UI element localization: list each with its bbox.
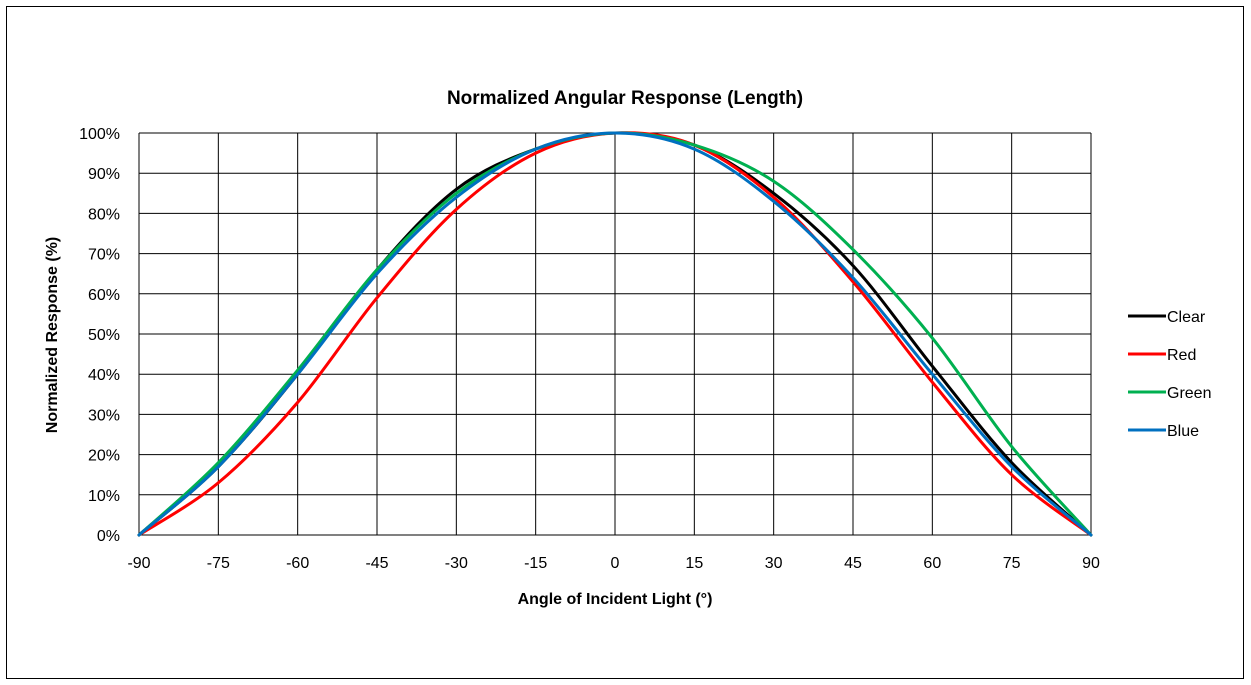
legend-label: Blue (1167, 423, 1199, 440)
legend-item-blue: Blue (1128, 423, 1199, 440)
y-tick-label: 40% (88, 367, 120, 384)
legend-item-green: Green (1128, 385, 1211, 402)
y-tick-label: 20% (88, 448, 120, 465)
legend: Clear Red Green Blue (1128, 309, 1211, 440)
x-tick-label: 60 (923, 555, 941, 572)
legend-label: Green (1167, 385, 1211, 402)
chart-title: Normalized Angular Response (Length) (447, 88, 803, 109)
x-tick-label: 0 (611, 555, 620, 572)
x-tick-label: -75 (207, 555, 230, 572)
y-axis-title: Normalized Response (%) (44, 237, 61, 433)
legend-item-red: Red (1128, 347, 1196, 364)
x-tick-label: -15 (524, 555, 547, 572)
y-tick-label: 50% (88, 327, 120, 344)
legend-item-clear: Clear (1128, 309, 1206, 326)
x-tick-label: -90 (127, 555, 150, 572)
y-axis-ticks: 0% 10% 20% 30% 40% 50% 60% 70% 80% 90% 100% (79, 126, 120, 545)
x-tick-label: 75 (1003, 555, 1021, 572)
x-tick-label: -60 (286, 555, 309, 572)
chart-frame (6, 6, 1244, 679)
x-axis-title: Angle of Incident Light (°) (518, 591, 713, 608)
series-lines (137, 131, 1093, 537)
grid-lines (138, 132, 1092, 536)
y-tick-label: 0% (97, 528, 120, 545)
x-tick-label: -30 (445, 555, 468, 572)
y-tick-label: 100% (79, 126, 120, 143)
x-tick-label: 30 (765, 555, 783, 572)
x-tick-label: 15 (685, 555, 703, 572)
y-tick-label: 60% (88, 287, 120, 304)
y-tick-label: 80% (88, 206, 120, 223)
x-tick-label: 90 (1082, 555, 1100, 572)
y-tick-label: 90% (88, 166, 120, 183)
y-tick-label: 70% (88, 247, 120, 264)
legend-label: Clear (1167, 309, 1206, 326)
x-tick-label: 45 (844, 555, 862, 572)
x-axis-ticks: -90 -75 -60 -45 -30 -15 0 15 30 45 60 75 90 (127, 555, 1100, 572)
series-line-blue (137, 131, 1093, 537)
y-tick-label: 10% (88, 488, 120, 505)
y-tick-label: 30% (88, 407, 120, 424)
legend-label: Red (1167, 347, 1196, 364)
x-tick-label: -45 (365, 555, 388, 572)
